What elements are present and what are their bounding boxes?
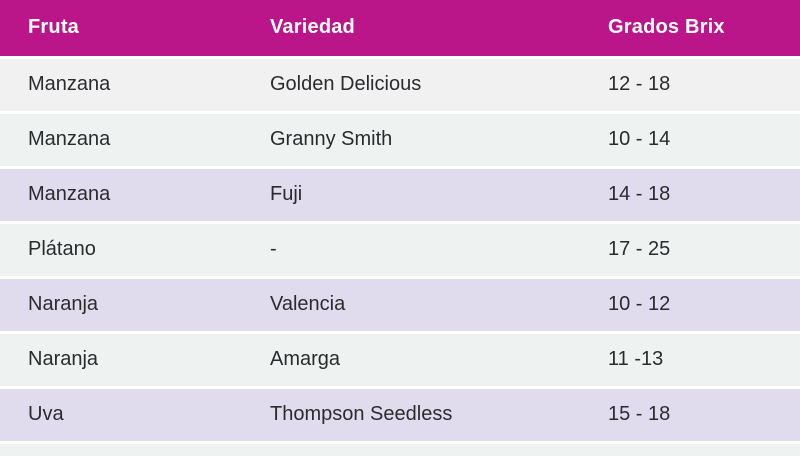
cell-variedad: Valencia: [270, 293, 346, 315]
column-header-grados-brix: Grados Brix: [608, 16, 725, 39]
table-row: Manzana Golden Delicious 12 - 18: [0, 57, 800, 112]
cell-variedad: Golden Delicious: [270, 73, 422, 95]
cell-fruta: Manzana: [28, 128, 111, 150]
cell-fruta: Naranja: [28, 348, 99, 370]
cell-variedad: -: [270, 238, 277, 260]
cell-variedad: Fuji: [270, 183, 303, 205]
cell-brix: 12 - 18: [608, 73, 671, 95]
cell-fruta: Manzana: [28, 73, 111, 95]
cell-brix: 15 - 18: [608, 403, 671, 425]
table-row: Manzana Fuji 14 - 18: [0, 167, 800, 222]
column-header-fruta: Fruta: [28, 16, 79, 39]
cell-fruta: Manzana: [28, 183, 111, 205]
cell-brix: 14 - 18: [608, 183, 671, 205]
cell-brix: 17 - 25: [608, 238, 671, 260]
table-row-partial: [0, 442, 800, 456]
cell-fruta: [0, 442, 242, 456]
header-row: Fruta Variedad Grados Brix: [0, 0, 800, 57]
table-row: Naranja Valencia 10 - 12: [0, 277, 800, 332]
cell-fruta: Plátano: [28, 238, 96, 260]
table-row: Manzana Granny Smith 10 - 14: [0, 112, 800, 167]
table-row: Naranja Amarga 11 -13: [0, 332, 800, 387]
table-body: Manzana Golden Delicious 12 - 18 Manzana…: [0, 57, 800, 456]
cell-brix: 10 - 12: [608, 293, 671, 315]
cell-variedad: Granny Smith: [270, 128, 393, 150]
cell-brix: [580, 442, 800, 456]
table-row: Plátano - 17 - 25: [0, 222, 800, 277]
column-header-variedad: Variedad: [270, 16, 355, 39]
cell-fruta: Naranja: [28, 293, 99, 315]
cell-fruta: Uva: [28, 403, 64, 425]
cell-variedad: Thompson Seedless: [270, 403, 453, 425]
table-header: Fruta Variedad Grados Brix: [0, 0, 800, 57]
cell-brix: 10 - 14: [608, 128, 671, 150]
cell-brix: 11 -13: [608, 348, 664, 370]
table-row: Uva Thompson Seedless 15 - 18: [0, 387, 800, 442]
cell-variedad: [242, 442, 580, 456]
cell-variedad: Amarga: [270, 348, 341, 370]
